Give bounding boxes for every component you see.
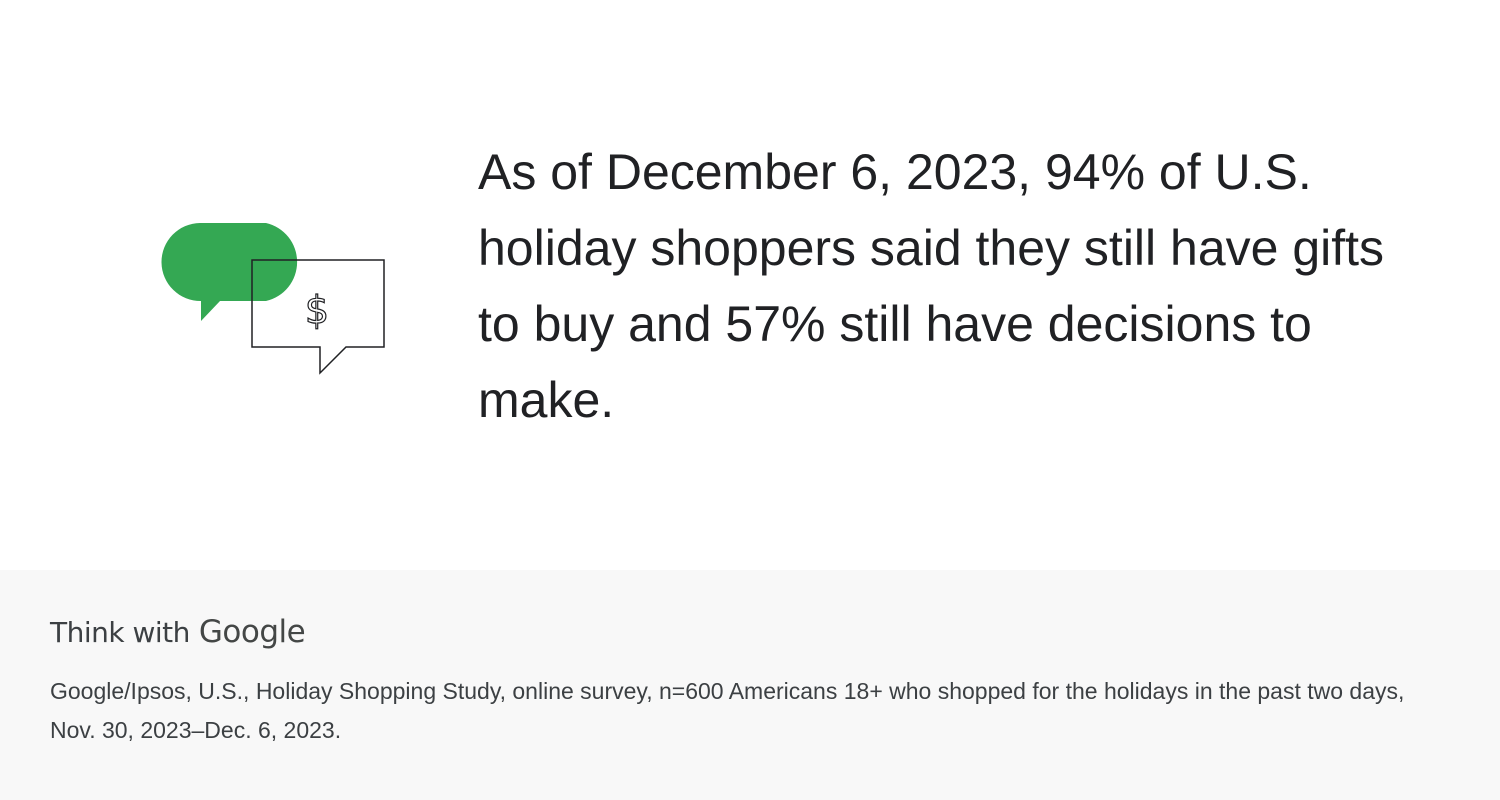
dollar-speech-bubble-icon [251,259,385,375]
stat-panel: $ As of December 6, 2023, 94% of U.S. ho… [160,144,1385,428]
logo-lead-text: Think with [50,616,190,649]
source-citation: Google/Ipsos, U.S., Holiday Shopping Stu… [50,678,1405,743]
dollar-sign-icon: $ [305,288,329,332]
stat-headline: As of December 6, 2023, 94% of U.S. holi… [478,144,1385,428]
chat-illustration-svg: $ [161,223,385,375]
footer [0,570,1500,800]
chat-illustration: $ [160,220,390,380]
think-with-google-logo: Think with Google [50,614,306,658]
speech-bubble-icon [161,223,298,321]
logo-brand-text: Google [198,614,306,650]
